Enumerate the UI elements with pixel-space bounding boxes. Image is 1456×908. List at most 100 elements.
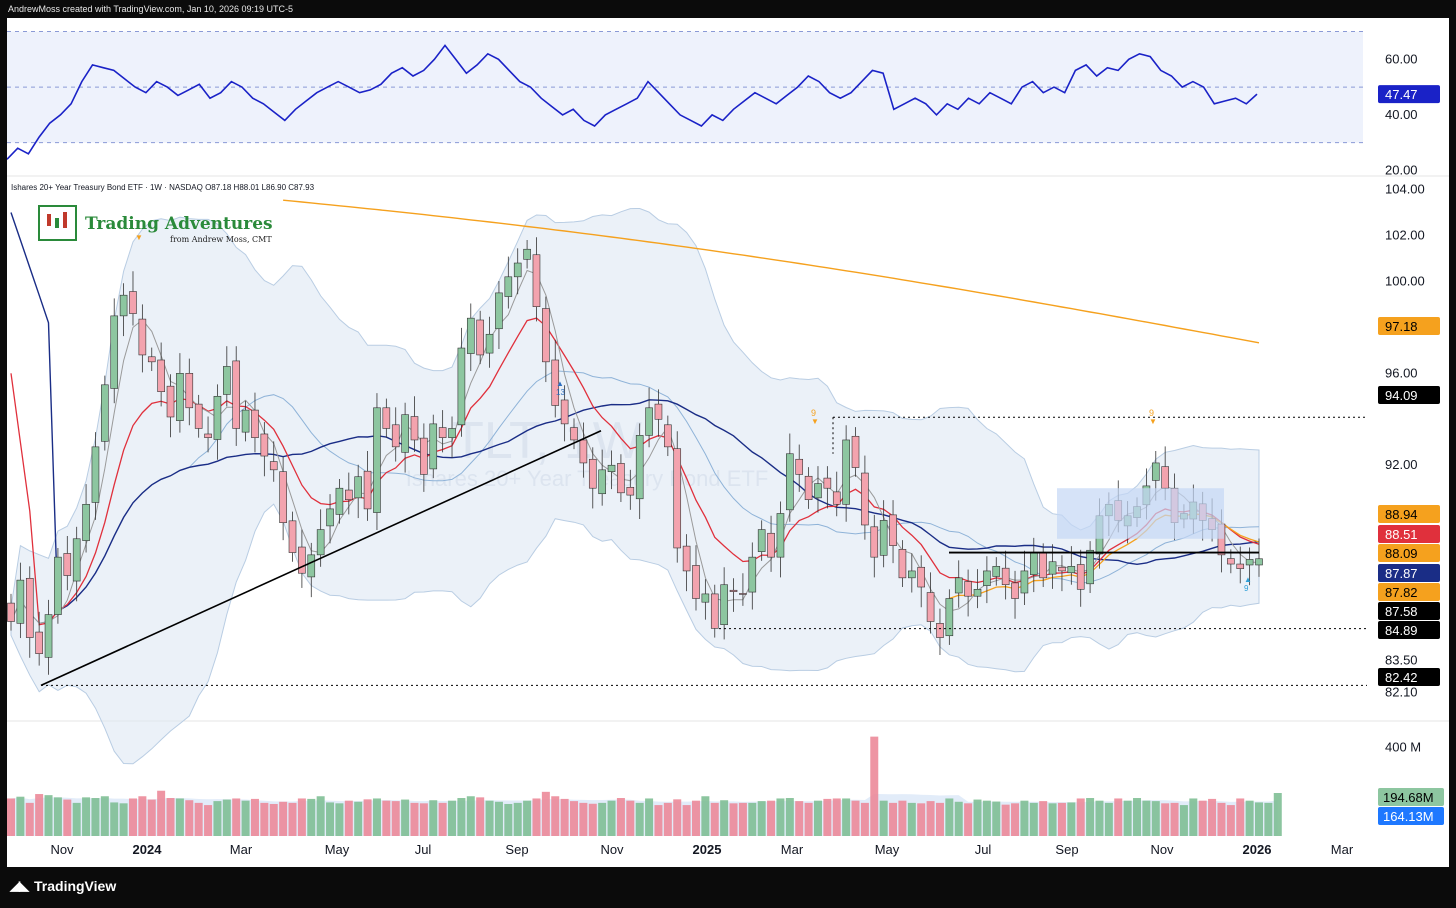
candle-body[interactable] [420,437,428,475]
candle-body[interactable] [814,483,822,499]
candle-body[interactable] [598,469,606,495]
candle-body[interactable] [147,356,156,363]
candle-body[interactable] [1058,566,1066,572]
candle-body[interactable] [119,294,128,317]
candle-body[interactable] [823,477,832,489]
candle-body[interactable] [523,248,531,260]
candle-body[interactable] [1039,552,1047,579]
candle-body[interactable] [54,556,62,615]
candle-body[interactable] [438,427,447,438]
candle-body[interactable] [776,513,785,558]
candle-body[interactable] [335,487,344,515]
candle-body[interactable] [504,276,513,297]
candle-body[interactable] [936,623,944,638]
candle-body[interactable] [232,360,241,429]
candle-body[interactable] [1011,582,1019,599]
candle-body[interactable] [786,453,794,511]
candle-body[interactable] [316,529,325,556]
candle-body[interactable] [1067,566,1076,574]
candle-body[interactable] [917,566,925,588]
candle-body[interactable] [35,631,43,654]
candle-body[interactable] [532,254,541,307]
candle-body[interactable] [908,570,916,579]
candle-body[interactable] [72,538,81,582]
candle-body[interactable] [166,385,175,418]
chart-canvas[interactable]: 60.00 40.00 20.00 47.47 Ishares 20+ Year Tre… [7,18,1449,867]
candle-body[interactable] [635,435,644,500]
candle-body[interactable] [607,464,616,472]
candle-body[interactable] [7,602,15,622]
candle-body[interactable] [673,448,682,549]
candle-body[interactable] [157,359,165,393]
candle-body[interactable] [363,470,372,510]
candle-body[interactable] [25,577,34,638]
candle-body[interactable] [588,458,597,489]
tradingview-logo[interactable]: ◢◣ TradingView [10,878,116,894]
candle-body[interactable] [401,414,409,453]
candle-body[interactable] [44,614,53,658]
candle-body[interactable] [382,407,391,429]
candle-body[interactable] [879,520,888,556]
candle-body[interactable] [204,433,212,438]
candle-body[interactable] [1236,563,1245,569]
candle-body[interactable] [757,529,766,552]
candle-body[interactable] [720,584,728,626]
candle-body[interactable] [326,508,334,527]
candle-body[interactable] [110,315,119,389]
candle-body[interactable] [973,589,982,597]
candle-body[interactable] [91,446,100,503]
candle-body[interactable] [1048,561,1057,575]
candle-body[interactable] [710,593,719,629]
candle-body[interactable] [861,472,869,526]
candle-body[interactable] [1029,552,1038,575]
candle-body[interactable] [223,366,231,395]
candle-body[interactable] [251,409,259,438]
candle-body[interactable] [954,577,963,594]
candle-body[interactable] [1161,466,1169,489]
candle-body[interactable] [16,579,25,624]
candle-body[interactable] [82,503,90,541]
candle-body[interactable] [842,439,850,505]
candle-body[interactable] [654,403,663,420]
candle-body[interactable] [1020,570,1029,594]
uptrend-line[interactable] [40,430,602,687]
candle-body[interactable] [795,458,804,475]
candle-body[interactable] [63,553,72,576]
candle-body[interactable] [448,428,456,438]
candle-body[interactable] [964,581,972,597]
candle-body[interactable] [560,399,569,425]
candle-body[interactable] [391,424,400,448]
candle-body[interactable] [1001,567,1010,586]
candle-body[interactable] [1245,559,1254,566]
candle-body[interactable] [1151,462,1160,481]
candle-body[interactable] [1255,558,1263,566]
candle-body[interactable] [194,403,203,429]
candle-body[interactable] [983,570,991,586]
candle-body[interactable] [701,593,710,603]
candle-body[interactable] [269,461,278,471]
candle-body[interactable] [354,476,362,499]
candle-body[interactable] [138,318,147,356]
candle-body[interactable] [992,566,1001,577]
candle-body[interactable] [889,514,897,546]
candle-body[interactable] [101,384,109,442]
candle-body[interactable] [129,291,137,314]
candle-body[interactable] [645,407,653,436]
candle-body[interactable] [476,319,484,356]
candle-body[interactable] [945,598,954,637]
candle-body[interactable] [739,593,747,595]
candle-body[interactable] [307,554,316,578]
candle-body[interactable] [767,532,775,558]
candle-body[interactable] [495,292,503,330]
candle-body[interactable] [682,545,691,572]
consolidation-box[interactable] [1057,488,1224,539]
candle-body[interactable] [926,592,935,622]
candle-body[interactable] [213,395,222,440]
candle-body[interactable] [298,546,306,574]
candle-body[interactable] [729,589,738,592]
candle-body[interactable] [579,439,588,464]
candle-body[interactable] [429,423,438,470]
candle-body[interactable] [692,565,700,599]
candle-body[interactable] [570,427,578,441]
candle-body[interactable] [617,463,625,494]
